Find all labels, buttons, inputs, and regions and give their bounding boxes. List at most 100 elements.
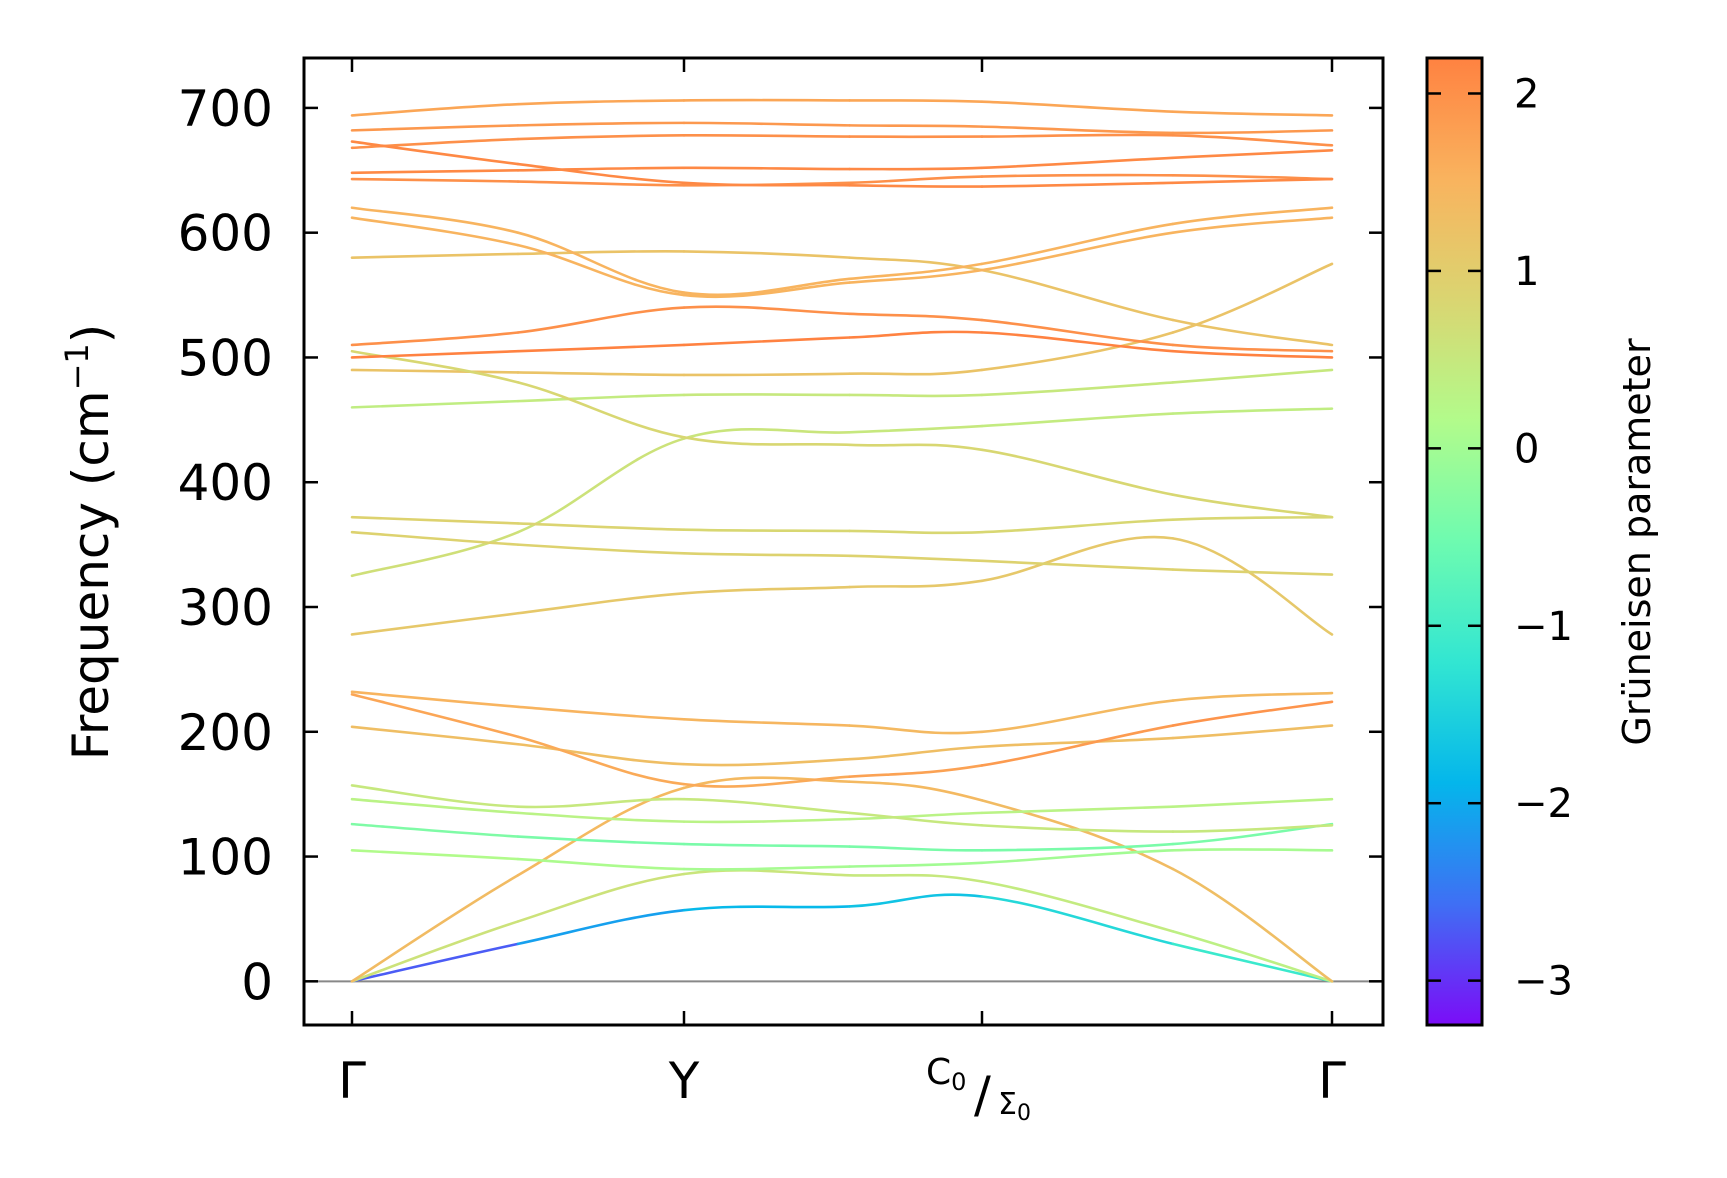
band-segment <box>1171 349 1334 359</box>
band-line-27 <box>350 121 1334 135</box>
band-line-17 <box>350 349 1334 519</box>
x-label-c0-sub: 0 <box>951 1068 966 1096</box>
band-segment <box>1171 318 1334 347</box>
band-segment <box>682 718 851 727</box>
colorbar-tick-label: 1 <box>1514 249 1539 295</box>
x-label-y: Y <box>668 1052 700 1110</box>
band-line-10 <box>350 690 1334 735</box>
band-segment <box>848 124 984 128</box>
band-segment <box>682 277 851 297</box>
band-segment <box>1171 824 1334 833</box>
band-segment <box>350 140 520 166</box>
band-segment <box>980 880 1175 933</box>
colorbar-tick-label: 2 <box>1514 71 1539 117</box>
band-segment <box>848 780 984 802</box>
x-label-gamma-end: Γ <box>1318 1052 1346 1110</box>
band-segment <box>350 822 520 838</box>
band-segment <box>516 591 686 615</box>
band-segment <box>350 530 520 546</box>
band-segment <box>980 824 1175 833</box>
band-segment <box>980 799 1175 871</box>
band-segment <box>516 908 686 946</box>
band-segment <box>350 177 520 183</box>
band-segment <box>516 522 686 531</box>
band-segment <box>1171 177 1334 185</box>
band-segment <box>516 705 686 721</box>
band-lines <box>350 98 1334 983</box>
band-segment <box>980 699 1175 734</box>
band-line-7 <box>350 784 1334 833</box>
band-segment <box>350 216 520 247</box>
band-segment <box>682 776 851 790</box>
band-segment <box>848 368 984 376</box>
band-line-24 <box>350 149 1334 175</box>
y-tick-label: 400 <box>178 454 273 512</box>
band-segment <box>980 805 1175 815</box>
colorbar-tick-label: −1 <box>1514 604 1573 650</box>
band-line-22 <box>350 206 1334 297</box>
band-segment <box>848 873 984 883</box>
band-segment <box>516 121 686 127</box>
band-segment <box>980 849 1175 865</box>
y-tick-label: 700 <box>178 80 273 138</box>
colorbar <box>1425 56 1484 1027</box>
band-segment <box>682 305 851 316</box>
band-segment <box>848 764 984 778</box>
band-segment <box>350 611 520 636</box>
band-line-5 <box>350 822 1334 852</box>
band-segment <box>848 443 984 452</box>
band-segment <box>682 372 851 377</box>
band-segment <box>516 742 686 766</box>
band-segment <box>516 166 686 172</box>
band-segment <box>682 905 851 912</box>
band-segment <box>980 331 1175 372</box>
band-segment <box>350 849 520 861</box>
band-line-20 <box>350 249 1334 347</box>
band-segment <box>848 393 984 398</box>
band-segment <box>516 243 686 297</box>
colorbar-ticks <box>1427 92 1482 982</box>
band-segment <box>980 412 1175 428</box>
band-line-28 <box>350 98 1334 117</box>
svg-text:Σ0: Σ0 <box>998 1087 1031 1126</box>
axis-ticks <box>304 58 1383 1025</box>
band-segment <box>516 381 686 439</box>
band-segment <box>848 724 984 735</box>
band-segment <box>980 100 1175 113</box>
band-segment <box>848 893 984 908</box>
band-line-3 <box>350 776 1334 983</box>
band-segment <box>848 175 984 185</box>
band-line-15 <box>350 368 1334 409</box>
band-line-21 <box>350 216 1334 299</box>
band-segment <box>848 529 984 535</box>
band-segment <box>980 125 1175 135</box>
band-segment <box>682 869 851 877</box>
band-segment <box>682 552 851 558</box>
band-segment <box>848 99 984 103</box>
band-segment <box>1171 206 1334 226</box>
band-segment <box>848 579 984 589</box>
band-segment <box>516 835 686 846</box>
band-segment <box>980 173 1175 178</box>
band-segment <box>980 156 1175 170</box>
band-segment <box>350 252 520 259</box>
band-segment <box>848 312 984 322</box>
band-segment <box>682 528 851 533</box>
band-segment <box>1171 216 1334 234</box>
band-segment <box>1171 691 1334 702</box>
band-segment <box>350 102 520 117</box>
band-segment <box>1171 797 1334 808</box>
band-segment <box>1171 110 1334 117</box>
band-line-14 <box>350 515 1334 535</box>
band-segment <box>516 231 686 294</box>
band-segment <box>516 371 686 377</box>
band-segment <box>516 306 686 334</box>
band-segment <box>350 368 520 374</box>
band-segment <box>980 559 1175 571</box>
band-segment <box>848 330 984 339</box>
band-segment <box>1171 700 1334 727</box>
band-line-23 <box>350 173 1334 187</box>
band-line-8 <box>350 724 1334 767</box>
band-line-18 <box>350 330 1334 359</box>
